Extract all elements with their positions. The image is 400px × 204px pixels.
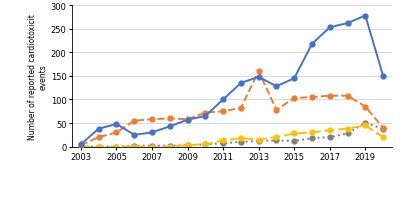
Y-axis label: Number of reported cardiotoxicit
events: Number of reported cardiotoxicit events xyxy=(28,14,48,139)
